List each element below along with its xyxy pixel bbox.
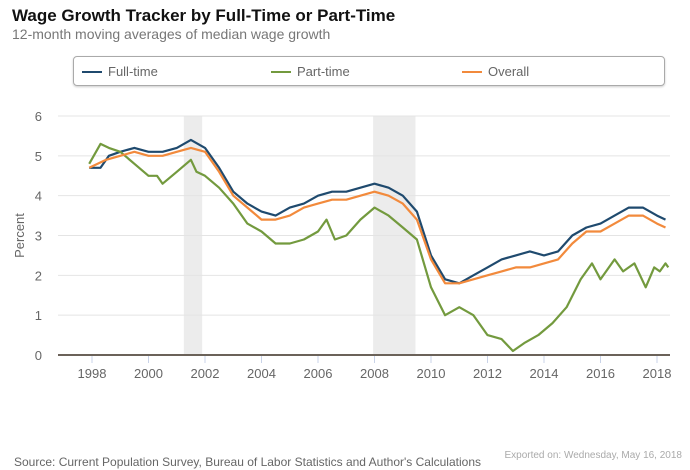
- x-tick-label: 2016: [586, 366, 615, 381]
- export-date: Exported on: Wednesday, May 16, 2018: [504, 450, 682, 461]
- y-tick-label: 4: [35, 189, 42, 204]
- x-tick-label: 2008: [360, 366, 389, 381]
- x-tick-label: 2002: [191, 366, 220, 381]
- legend-item-full-time[interactable]: Full-time: [82, 64, 158, 79]
- legend-label: Part-time: [297, 64, 350, 79]
- legend-item-part-time[interactable]: Part-time: [271, 64, 350, 79]
- legend-label: Full-time: [108, 64, 158, 79]
- x-tick-label: 2012: [473, 366, 502, 381]
- x-tick-label: 2010: [417, 366, 446, 381]
- legend-label: Overall: [488, 64, 530, 79]
- y-tick-label: 1: [35, 308, 42, 323]
- y-tick-label: 5: [35, 149, 42, 164]
- x-tick-label: 1998: [78, 366, 107, 381]
- x-tick-label: 2006: [304, 366, 333, 381]
- series-line-overall: [88, 146, 666, 285]
- legend-item-overall[interactable]: Overall: [462, 64, 529, 79]
- legend-swatch: [462, 70, 482, 73]
- series-line-full-time: [89, 138, 666, 285]
- legend-swatch: [82, 70, 102, 73]
- y-tick-label: 0: [35, 348, 42, 363]
- legend-swatch: [271, 70, 291, 73]
- source-note: Source: Current Population Survey, Burea…: [14, 455, 481, 469]
- y-tick-label: 2: [35, 268, 42, 283]
- x-tick-label: 2000: [134, 366, 163, 381]
- y-tick-label: 3: [35, 229, 42, 244]
- x-tick-label: 2014: [530, 366, 559, 381]
- chart-title: Wage Growth Tracker by Full-Time or Part…: [12, 6, 396, 25]
- y-tick-label: 6: [35, 109, 42, 124]
- legend: Full-time Part-time Overall: [73, 56, 665, 86]
- x-tick-label: 2018: [643, 366, 672, 381]
- series-line-part-time: [88, 142, 670, 353]
- x-tick-label: 2004: [247, 366, 276, 381]
- y-axis-label: Percent: [12, 213, 27, 258]
- chart-subtitle: 12-month moving averages of median wage …: [12, 26, 331, 42]
